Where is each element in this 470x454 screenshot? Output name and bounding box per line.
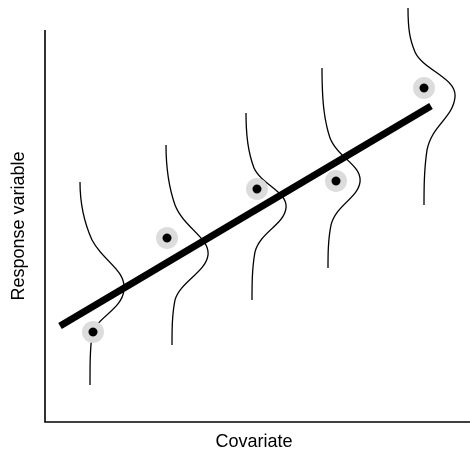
data-point-4 <box>325 170 347 192</box>
data-points <box>82 77 435 343</box>
regression-line <box>58 102 433 330</box>
density-curve-5 <box>407 7 456 206</box>
point-marker <box>252 184 262 194</box>
density-curve-3 <box>245 112 287 301</box>
density-curve-2 <box>165 144 209 346</box>
point-marker <box>331 176 341 186</box>
data-point-3 <box>246 178 268 200</box>
point-marker <box>419 83 429 93</box>
x-axis-label: Covariate <box>215 431 292 451</box>
point-marker <box>162 233 172 243</box>
density-curve-1 <box>79 181 125 386</box>
point-marker <box>88 327 98 337</box>
data-point-5 <box>413 77 435 99</box>
density-curve-4 <box>321 67 361 269</box>
y-axis-label: Response variable <box>8 151 28 300</box>
plot-axes <box>44 30 470 423</box>
data-point-2 <box>156 227 178 249</box>
data-point-1 <box>82 321 104 343</box>
density-curves <box>79 7 456 386</box>
